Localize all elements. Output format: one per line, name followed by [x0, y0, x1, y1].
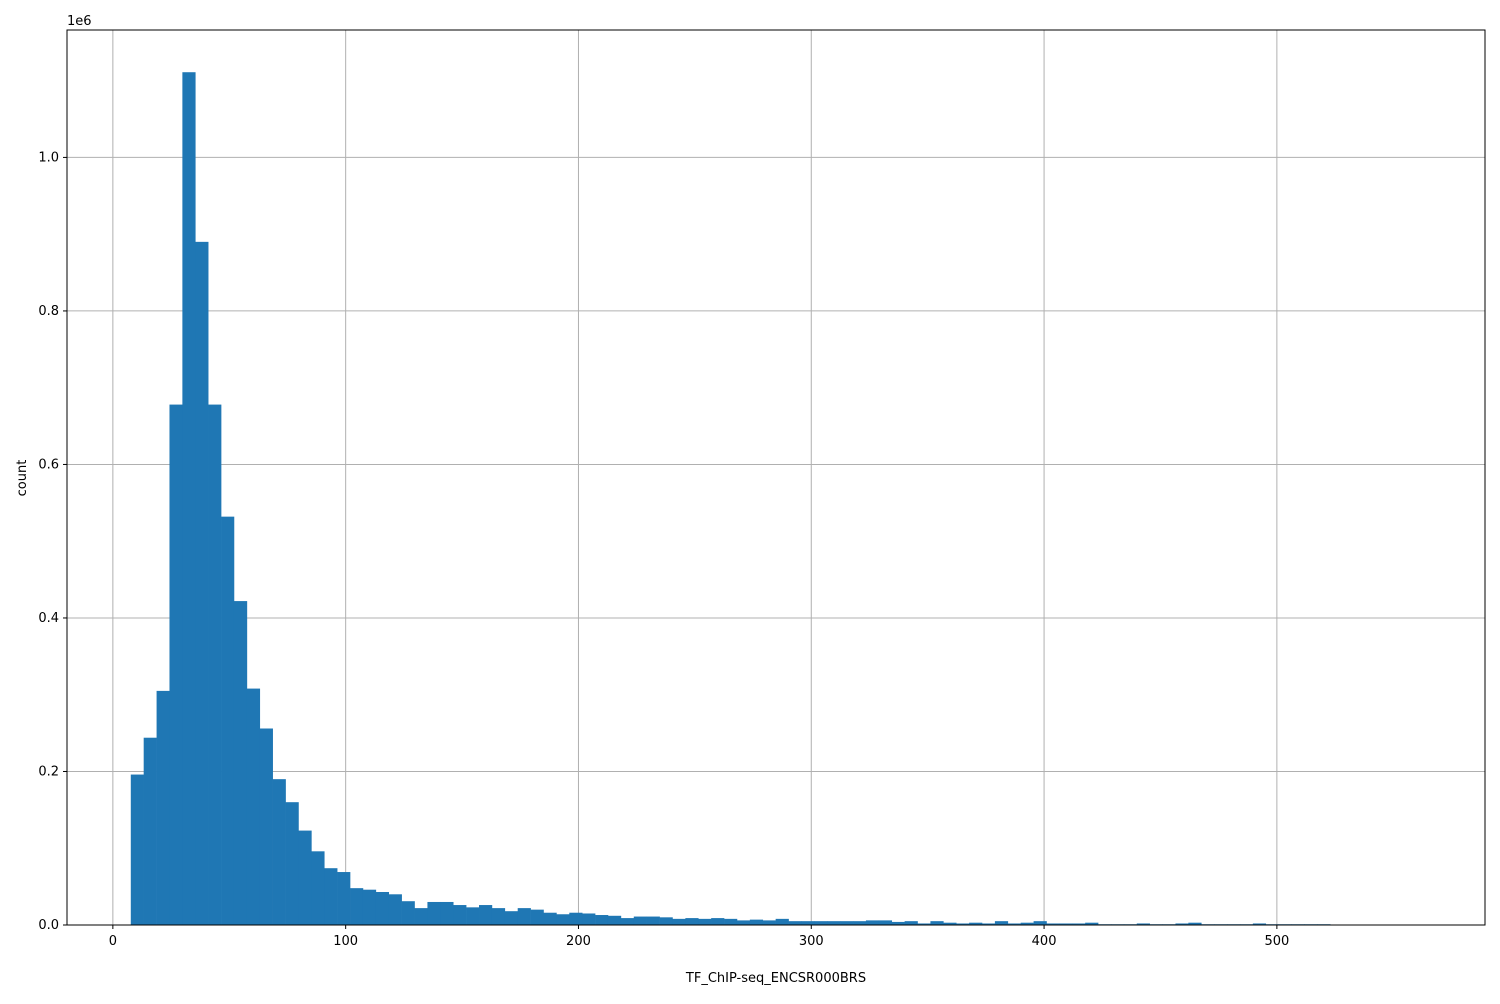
histogram-bar: [866, 920, 879, 925]
histogram-bar: [440, 902, 453, 925]
histogram-bar: [376, 892, 389, 925]
histogram-bar: [814, 921, 827, 925]
histogram-bar: [930, 921, 943, 925]
histogram-bar: [169, 405, 182, 925]
histogram-bar: [853, 921, 866, 925]
x-tick-label: 200: [566, 934, 591, 949]
bars: [131, 72, 1421, 925]
histogram-bar: [531, 910, 544, 925]
histogram-bar: [647, 917, 660, 925]
histogram-bar: [995, 921, 1008, 925]
histogram-bar: [776, 919, 789, 925]
histogram-bar: [544, 913, 557, 925]
histogram-bar: [286, 802, 299, 925]
histogram-bar: [595, 915, 608, 925]
histogram-bar: [801, 921, 814, 925]
histogram-bar: [182, 72, 195, 925]
histogram-bar: [260, 728, 273, 925]
x-tick-label: 400: [1032, 934, 1057, 949]
histogram-bar: [879, 920, 892, 925]
histogram-bar: [518, 908, 531, 925]
histogram-bar: [582, 913, 595, 925]
histogram-bar: [479, 905, 492, 925]
y-offset-label: 1e6: [67, 14, 92, 29]
histogram-bar: [131, 775, 144, 925]
histogram-bar: [492, 908, 505, 925]
histogram-bar: [273, 779, 286, 925]
y-tick-label: 0.8: [38, 304, 59, 319]
histogram-bar: [672, 919, 685, 925]
histogram-bar: [195, 242, 208, 925]
histogram-bar: [427, 902, 440, 925]
histogram-bar: [247, 689, 260, 925]
histogram-bar: [402, 901, 415, 925]
y-tick-label: 0.4: [38, 611, 59, 626]
histogram-bar: [350, 888, 363, 925]
histogram-bar: [505, 911, 518, 925]
y-tick-label: 0.0: [38, 918, 59, 933]
x-tick-label: 0: [109, 934, 117, 949]
histogram-bar: [144, 738, 157, 925]
histogram-bar: [608, 916, 621, 925]
histogram-bar: [415, 908, 428, 925]
histogram-bar: [685, 918, 698, 925]
histogram-bar: [698, 919, 711, 925]
histogram-bar: [827, 921, 840, 925]
y-tick-label: 0.6: [38, 457, 59, 472]
histogram-bar: [621, 918, 634, 925]
y-tick-label: 0.2: [38, 764, 59, 779]
histogram-bar: [840, 921, 853, 925]
histogram-bar: [556, 914, 569, 925]
histogram-bar: [1034, 921, 1047, 925]
histogram-bar: [660, 917, 673, 925]
histogram-bar: [724, 919, 737, 925]
histogram-bar: [298, 831, 311, 925]
y-tick-label: 1.0: [38, 150, 59, 165]
histogram-bar: [789, 921, 802, 925]
histogram-bar: [234, 601, 247, 925]
x-tick-label: 100: [333, 934, 358, 949]
histogram-bar: [453, 905, 466, 925]
histogram-bar: [905, 921, 918, 925]
x-tick-label: 500: [1264, 934, 1289, 949]
histogram-bar: [324, 868, 337, 925]
histogram-bar: [337, 872, 350, 925]
histogram-bar: [737, 920, 750, 925]
histogram-bar: [711, 918, 724, 925]
histogram-bar: [363, 890, 376, 925]
histogram-bar: [750, 920, 763, 925]
histogram-bar: [569, 913, 582, 925]
histogram-bar: [221, 517, 234, 925]
x-axis-label: TF_ChIP-seq_ENCSR000BRS: [685, 971, 866, 986]
y-axis-label: count: [15, 460, 30, 497]
x-tick-label: 300: [799, 934, 824, 949]
histogram-bar: [389, 894, 402, 925]
histogram-bar: [157, 691, 170, 925]
histogram-bar: [466, 907, 479, 925]
histogram-bar: [634, 917, 647, 925]
histogram-bar: [311, 851, 324, 925]
histogram-bar: [208, 405, 221, 925]
histogram-bar: [763, 920, 776, 925]
